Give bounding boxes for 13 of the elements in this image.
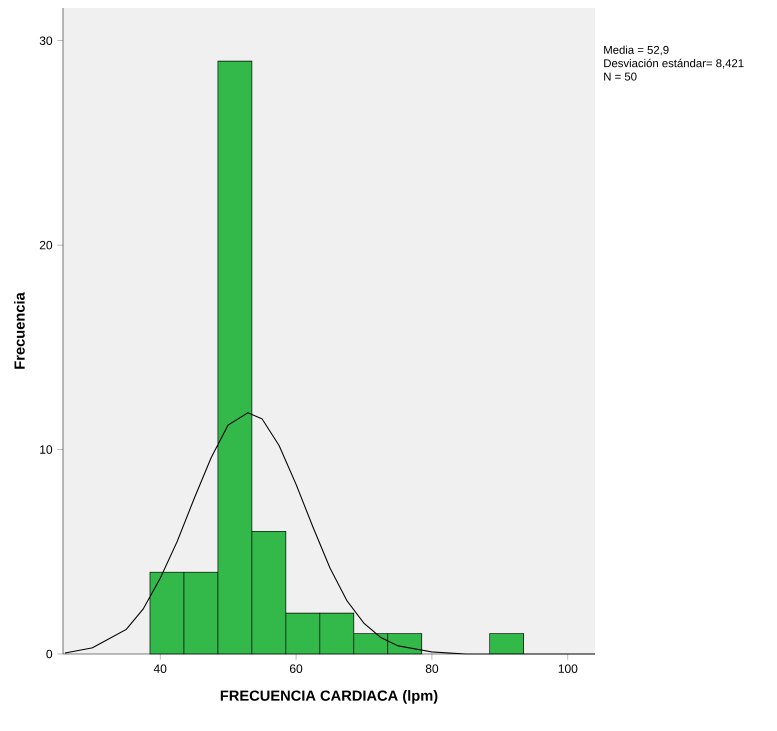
y-tick-label: 10 bbox=[40, 445, 52, 454]
text: Media = 52,9 bbox=[604, 46, 669, 56]
x-tick-label: 100 bbox=[558, 664, 578, 673]
x-tick-label: 80 bbox=[426, 664, 438, 673]
text: N = 50 bbox=[604, 72, 637, 81]
y-axis-title: Frecuencia bbox=[14, 292, 25, 369]
y-tick-label: 20 bbox=[40, 240, 52, 250]
x-axis-title: FRECUENCIA CARDIACA (lpm) bbox=[220, 690, 438, 704]
x-tick-label: 40 bbox=[154, 664, 166, 673]
text: Desviación estándar= 8,421 bbox=[604, 58, 744, 69]
y-tick-label: 0 bbox=[46, 650, 52, 658]
x-tick-label: 60 bbox=[290, 664, 302, 673]
y-tick-label: 30 bbox=[40, 36, 52, 45]
